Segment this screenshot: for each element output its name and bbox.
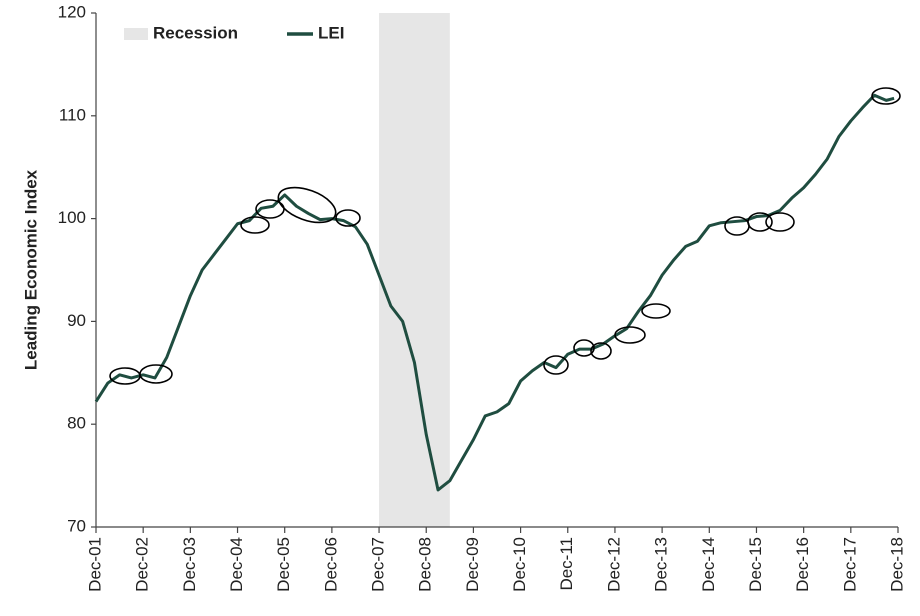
highlight (871, 87, 901, 105)
highlight (590, 342, 612, 360)
lei-line (94, 93, 895, 492)
y-tick-label: 120 (58, 2, 86, 21)
x-tick-label: Dec-09 (463, 537, 482, 592)
y-axis-label: Leading Economic Index (21, 169, 40, 370)
recession-band (379, 13, 450, 527)
legend-swatch (124, 28, 148, 40)
y-tick-label: 100 (58, 208, 86, 227)
x-tick-label: Dec-02 (133, 537, 152, 592)
x-tick-label: Dec-16 (793, 537, 812, 592)
x-tick-label: Dec-12 (604, 537, 623, 592)
highlight (139, 364, 173, 384)
x-tick-label: Dec-08 (416, 537, 435, 592)
highlight (724, 216, 750, 236)
highlight (747, 212, 773, 232)
x-tick-label: Dec-14 (699, 537, 718, 592)
x-tick-label: Dec-18 (887, 537, 906, 592)
x-tick-label: Dec-11 (557, 537, 576, 591)
highlight (335, 209, 361, 227)
y-tick-label: 80 (67, 414, 86, 433)
x-tick-label: Dec-04 (227, 537, 246, 592)
legend-label: LEI (318, 23, 344, 42)
highlight (240, 216, 270, 234)
y-tick-label: 70 (67, 516, 86, 535)
x-tick-label: Dec-07 (369, 537, 388, 592)
highlight (641, 303, 671, 319)
legend: Recession LEI (124, 23, 344, 42)
highlight (614, 326, 646, 344)
x-tick-label: Dec-13 (652, 537, 671, 592)
x-tick-label: Dec-17 (840, 537, 859, 592)
highlight (573, 339, 595, 357)
x-tick-label: Dec-05 (274, 537, 293, 592)
y-tick-label: 110 (59, 105, 86, 124)
x-tick-label: Dec-15 (746, 537, 765, 592)
x-tick-label: Dec-01 (85, 537, 104, 592)
highlight (277, 186, 337, 224)
x-tick-label: Dec-03 (180, 537, 199, 592)
y-tick-label: 90 (67, 311, 86, 330)
x-tick-label: Dec-06 (321, 537, 340, 592)
x-tick-label: Dec-10 (510, 537, 529, 592)
legend-label: Recession (153, 23, 238, 42)
plot-area: 70 80 90 100 110 120 Dec-01 Dec-02 Dec-03 Dec-04 D… (58, 2, 907, 591)
highlights (109, 87, 901, 385)
highlight (543, 355, 569, 375)
highlight (765, 212, 795, 232)
